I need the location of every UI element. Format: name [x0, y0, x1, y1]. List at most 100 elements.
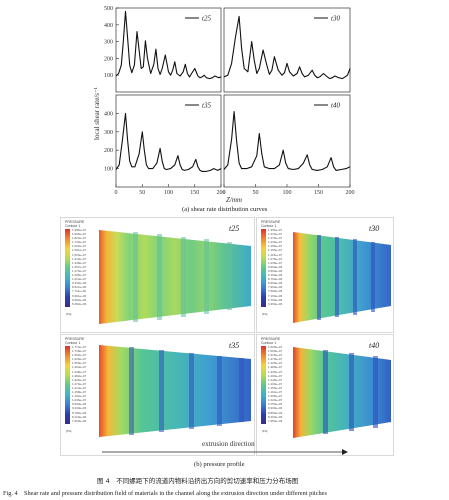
colorbar-tick-label: 1.110e+07: [268, 390, 283, 395]
colorbar-tick-label: 1.905e+07: [72, 232, 87, 237]
colorbar-tick-label: 1.419e+07: [72, 256, 87, 261]
colorbar-tick-label: 1.076e+07: [268, 256, 283, 261]
colorbar-tick-label: 9.300e+06: [268, 406, 283, 411]
colorbar-tick-label: 1.824e+07: [72, 236, 87, 241]
colorbar-tick-label: 7.950e+06: [268, 418, 283, 423]
chart-frame: [115, 7, 222, 93]
colorbar-labels: 1.774e+07 1.718e+07 1.662e+07 1.606e+07 1.55…: [72, 345, 86, 423]
colorbar-unit: [Pa]: [66, 312, 72, 316]
colorbar-tick-label: 1.382e+07: [72, 373, 87, 378]
pressure-panel-header: PRESSURE Contour 1: [261, 220, 281, 228]
pressure-contour-t25: [99, 230, 251, 324]
colorbar-tick-label: 1.470e+07: [268, 357, 283, 362]
colorbar-tick-label: 1.102e+07: [72, 394, 87, 399]
colorbar-labels: 1.986e+07 1.905e+07 1.824e+07 1.743e+07 1.66…: [72, 228, 86, 306]
colorbar-tick-label: 1.986e+07: [72, 228, 87, 232]
colorbar-tick-label: 1.116e+07: [268, 252, 283, 257]
pressure-panel-t40: PRESSURE Contour 1 1.605e+07 1.560e+07 1.51…: [256, 334, 394, 456]
legend-label: t30: [331, 15, 340, 23]
colorbar-unit: [Pa]: [66, 429, 72, 433]
colorbar-tick-label: 1.316e+07: [268, 232, 283, 237]
colorbar-labels: 1.605e+07 1.560e+07 1.515e+07 1.470e+07 1.42…: [268, 345, 282, 423]
colorbar: [65, 229, 70, 307]
colorbar-tick-label: 1.046e+07: [72, 398, 87, 403]
colorbar-tick-label: 1.214e+07: [72, 385, 87, 390]
pressure-contour-t30: [293, 232, 391, 323]
colorbar-labels: 1.356e+07 1.316e+07 1.276e+07 1.236e+07 1.19…: [268, 228, 282, 306]
colorbar-tick-label: 1.245e+07: [268, 377, 283, 382]
colorbar-tick-label: 1.380e+07: [268, 365, 283, 370]
y-tick-label: 400: [104, 23, 113, 29]
colorbar-tick-label: 1.335e+07: [268, 369, 283, 374]
colorbar-tick-label: 1.290e+07: [268, 373, 283, 378]
colorbar: [65, 346, 70, 424]
y-tick-label: 200: [104, 56, 113, 62]
colorbar-tick-label: 1.515e+07: [268, 353, 283, 358]
colorbar-tick-label: 9.960e+06: [268, 264, 283, 269]
colorbar-tick-label: 1.158e+07: [72, 390, 87, 395]
colorbar-tick-label: 1.236e+07: [268, 240, 283, 245]
x-tick-label: 150: [190, 190, 199, 196]
colorbar-tick-label: 1.438e+07: [72, 369, 87, 374]
x-tick-label: 150: [314, 190, 323, 196]
pressure-contour-t35: [99, 345, 251, 437]
colorbar-tick-label: 1.550e+07: [72, 361, 87, 366]
colorbar-tick-label: 1.581e+07: [72, 248, 87, 253]
pressure-panel-header: PRESSURE Contour 1: [65, 337, 85, 345]
colorbar-tick-label: 8.760e+06: [268, 277, 283, 282]
colorbar-tick-label: 1.176e+07: [72, 268, 87, 273]
colorbar-tick-label: 1.500e+07: [72, 252, 87, 257]
x-tick-label: 200: [346, 190, 355, 196]
colorbar-tick-label: 5.282e+06: [72, 301, 87, 306]
x-tick-label: 50: [253, 190, 259, 196]
colorbar-tick-label: 1.718e+07: [72, 349, 87, 354]
pressure-panel-t25: PRESSURE Contour 1 1.986e+07 1.905e+07 1.82…: [60, 217, 255, 333]
panel-tag: t25: [229, 224, 240, 233]
x-tick-label: 100: [164, 190, 173, 196]
series-line-t40: [223, 111, 351, 171]
colorbar-unit: [Pa]: [262, 429, 268, 433]
y-tick-label: 500: [104, 6, 113, 12]
panel-tag: t40: [369, 341, 380, 350]
colorbar-tick-label: 7.960e+06: [268, 285, 283, 290]
panel-tag: t35: [229, 341, 240, 350]
x-tick-label: 0: [115, 190, 118, 196]
colorbar-tick-label: 1.014e+07: [72, 277, 87, 282]
colorbar-unit: [Pa]: [262, 312, 268, 316]
colorbar-tick-label: 1.774e+07: [72, 345, 87, 349]
x-tick-label: 200: [217, 190, 226, 196]
part-b-caption: (b) pressure profile: [194, 461, 245, 468]
colorbar-tick-label: 6.092e+06: [72, 297, 87, 302]
pressure-panel-t30: PRESSURE Contour 1 1.356e+07 1.316e+07 1.27…: [256, 217, 394, 333]
colorbar-tick-label: 1.326e+07: [72, 377, 87, 382]
x-tick-label: 0: [223, 190, 226, 196]
pressure-panel-header: PRESSURE Contour 1: [261, 337, 281, 345]
colorbar-tick-label: 7.711e+06: [72, 289, 87, 294]
colorbar-tick-label: 1.425e+07: [268, 361, 283, 366]
colorbar-tick-label: 8.360e+06: [268, 281, 283, 286]
colorbar-tick-label: 1.494e+07: [72, 365, 87, 370]
colorbar-tick-label: 9.340e+06: [72, 406, 87, 411]
colorbar-tick-label: 1.036e+07: [268, 260, 283, 265]
colorbar-tick-label: 1.743e+07: [72, 240, 87, 245]
series-line-t25: [115, 10, 222, 80]
colorbar-tick-label: 1.662e+07: [72, 353, 87, 358]
colorbar-tick-label: 1.200e+07: [268, 381, 283, 386]
legend-label: t40: [331, 102, 340, 110]
y-tick-label: 100: [104, 73, 113, 79]
colorbar-tick-label: 8.850e+06: [268, 410, 283, 415]
colorbar-tick-label: 1.605e+07: [268, 345, 283, 349]
series-line-t35: [115, 112, 222, 172]
colorbar-tick-label: 9.560e+06: [268, 268, 283, 273]
colorbar: [261, 229, 266, 307]
x-tick-label: 100: [283, 190, 292, 196]
x-tick-label: 50: [139, 190, 145, 196]
colorbar-tick-label: 7.160e+06: [268, 293, 283, 298]
y-tick-label: 100: [104, 167, 113, 173]
extrusion-direction-arrow: [102, 449, 348, 455]
colorbar-tick-label: 9.900e+06: [72, 402, 87, 407]
colorbar-tick-label: 7.560e+06: [268, 289, 283, 294]
colorbar-tick-label: 9.750e+06: [268, 402, 283, 407]
colorbar-tick-label: 8.780e+06: [72, 410, 87, 415]
